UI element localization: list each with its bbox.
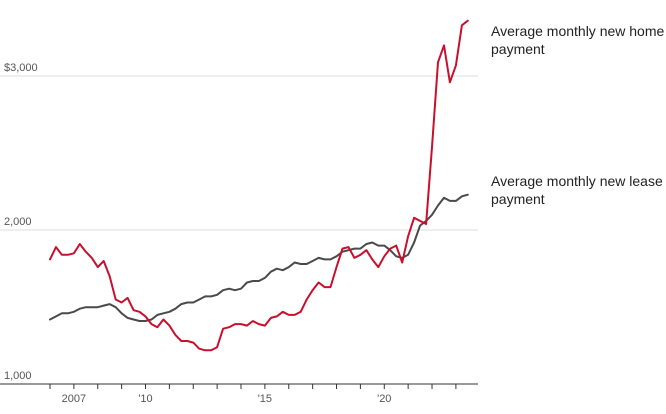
y-tick-label: 1,000 [4, 370, 32, 382]
series-label-line: payment [491, 41, 545, 57]
series-line-lease-payment [49, 193, 469, 322]
x-tick-label: '15 [258, 393, 272, 405]
gridlines: 1,000 2,000 $3,000 [0, 62, 478, 385]
series-label-lease: Average monthly new lease payment [491, 173, 663, 207]
x-tick-label: 2007 [62, 393, 86, 405]
series-label-home: Average monthly new home payment [491, 23, 664, 57]
series-lines [49, 19, 469, 352]
series-label-line: payment [491, 191, 545, 207]
x-axis: 2007 '10 '15 '20 [0, 383, 478, 405]
y-tick-label: 2,000 [4, 216, 32, 228]
x-tick-label: '10 [138, 393, 152, 405]
series-label-line: Average monthly new home [491, 23, 664, 39]
y-tick-label: $3,000 [4, 62, 38, 74]
x-tick-label: '20 [377, 393, 391, 405]
series-label-line: Average monthly new lease [491, 173, 663, 189]
series-line-home-payment [49, 19, 469, 352]
